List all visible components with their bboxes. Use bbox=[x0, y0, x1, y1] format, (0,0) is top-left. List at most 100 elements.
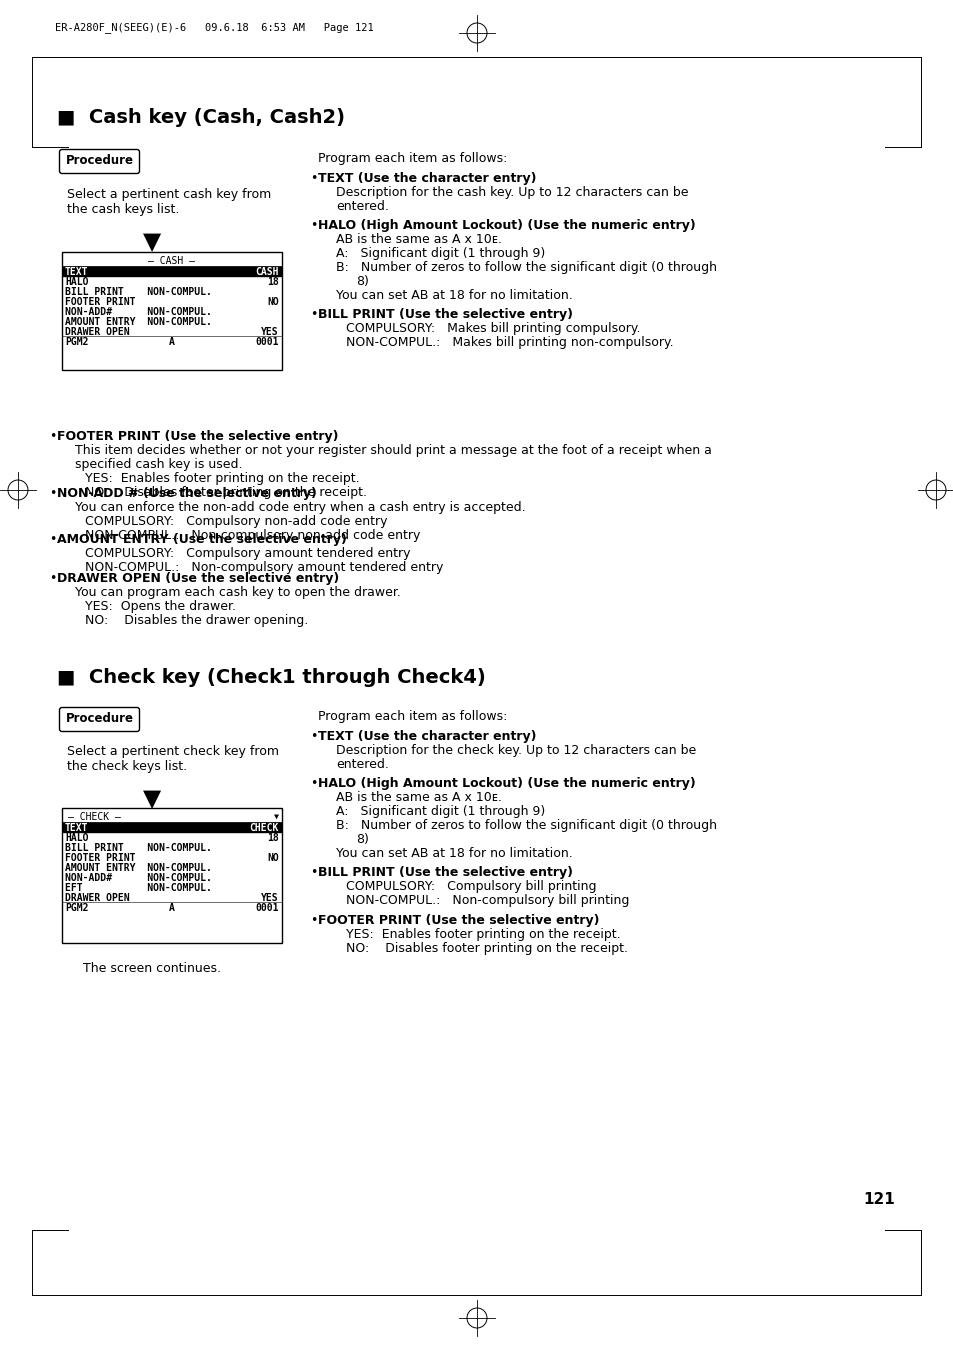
Text: EFT           NON-COMPUL.: EFT NON-COMPUL. bbox=[65, 884, 212, 893]
Text: Procedure: Procedure bbox=[66, 154, 133, 168]
Text: ER-A280F_N(SEEG)(E)-6   09.6.18  6:53 AM   Page 121: ER-A280F_N(SEEG)(E)-6 09.6.18 6:53 AM Pa… bbox=[55, 22, 374, 32]
Text: PGM2: PGM2 bbox=[65, 336, 89, 347]
Text: NON-COMPUL.:   Non-compulsory non-add code entry: NON-COMPUL.: Non-compulsory non-add code… bbox=[85, 530, 420, 542]
Text: You can set AB at 18 for no limitation.: You can set AB at 18 for no limitation. bbox=[335, 289, 572, 303]
Text: Select a pertinent check key from: Select a pertinent check key from bbox=[67, 744, 278, 758]
Text: •: • bbox=[310, 219, 317, 232]
Bar bbox=[62, 808, 282, 943]
Text: •: • bbox=[310, 730, 317, 743]
Text: HALO: HALO bbox=[65, 277, 89, 286]
Text: YES:  Enables footer printing on the receipt.: YES: Enables footer printing on the rece… bbox=[85, 471, 359, 485]
Text: HALO (High Amount Lockout) (Use the numeric entry): HALO (High Amount Lockout) (Use the nume… bbox=[317, 777, 695, 790]
Text: DRAWER OPEN (Use the selective entry): DRAWER OPEN (Use the selective entry) bbox=[57, 571, 339, 585]
Text: HALO (High Amount Lockout) (Use the numeric entry): HALO (High Amount Lockout) (Use the nume… bbox=[317, 219, 695, 232]
Text: NO:    Disables the drawer opening.: NO: Disables the drawer opening. bbox=[85, 613, 308, 627]
Text: TEXT (Use the character entry): TEXT (Use the character entry) bbox=[317, 730, 536, 743]
Text: You can enforce the non-add code entry when a cash entry is accepted.: You can enforce the non-add code entry w… bbox=[75, 501, 525, 513]
Text: ▼: ▼ bbox=[274, 812, 278, 821]
Text: NON-COMPUL.:   Non-compulsory bill printing: NON-COMPUL.: Non-compulsory bill printin… bbox=[346, 894, 629, 907]
Text: •: • bbox=[310, 915, 317, 927]
Text: This item decides whether or not your register should print a message at the foo: This item decides whether or not your re… bbox=[75, 444, 711, 457]
Text: B:   Number of zeros to follow the significant digit (0 through: B: Number of zeros to follow the signifi… bbox=[335, 819, 717, 832]
Text: specified cash key is used.: specified cash key is used. bbox=[75, 458, 242, 471]
Text: — CHECK —: — CHECK — bbox=[68, 812, 121, 821]
Text: A:   Significant digit (1 through 9): A: Significant digit (1 through 9) bbox=[335, 247, 545, 259]
Text: Program each item as follows:: Program each item as follows: bbox=[317, 711, 507, 723]
Text: AMOUNT ENTRY (Use the selective entry): AMOUNT ENTRY (Use the selective entry) bbox=[57, 534, 347, 546]
Text: CHECK: CHECK bbox=[250, 823, 278, 834]
Text: NON-ADD#      NON-COMPUL.: NON-ADD# NON-COMPUL. bbox=[65, 307, 212, 317]
Text: FOOTER PRINT (Use the selective entry): FOOTER PRINT (Use the selective entry) bbox=[57, 430, 338, 443]
Text: NO:    Disables footer printing on the receipt.: NO: Disables footer printing on the rece… bbox=[346, 942, 627, 955]
Bar bbox=[63, 267, 281, 276]
Text: BILL PRINT    NON-COMPUL.: BILL PRINT NON-COMPUL. bbox=[65, 286, 212, 297]
Text: A:   Significant digit (1 through 9): A: Significant digit (1 through 9) bbox=[335, 805, 545, 817]
Text: You can set AB at 18 for no limitation.: You can set AB at 18 for no limitation. bbox=[335, 847, 572, 861]
Text: AB is the same as A x 10ᴇ.: AB is the same as A x 10ᴇ. bbox=[335, 232, 501, 246]
Text: the cash keys list.: the cash keys list. bbox=[67, 203, 179, 216]
Text: DRAWER OPEN: DRAWER OPEN bbox=[65, 327, 130, 336]
Text: 18: 18 bbox=[267, 277, 278, 286]
Bar bbox=[62, 253, 282, 370]
Text: COMPULSORY:   Compulsory non-add code entry: COMPULSORY: Compulsory non-add code entr… bbox=[85, 515, 387, 528]
Text: COMPULSORY:   Makes bill printing compulsory.: COMPULSORY: Makes bill printing compulso… bbox=[346, 322, 639, 335]
Text: 8): 8) bbox=[355, 276, 369, 288]
Text: 121: 121 bbox=[862, 1192, 894, 1206]
Text: BILL PRINT (Use the selective entry): BILL PRINT (Use the selective entry) bbox=[317, 866, 573, 880]
Text: TEXT (Use the character entry): TEXT (Use the character entry) bbox=[317, 172, 536, 185]
Text: 18: 18 bbox=[267, 834, 278, 843]
Text: YES:  Enables footer printing on the receipt.: YES: Enables footer printing on the rece… bbox=[346, 928, 620, 942]
Text: Program each item as follows:: Program each item as follows: bbox=[317, 153, 507, 165]
Text: A: A bbox=[169, 902, 174, 913]
Text: B:   Number of zeros to follow the significant digit (0 through: B: Number of zeros to follow the signifi… bbox=[335, 261, 717, 274]
Text: •: • bbox=[310, 777, 317, 790]
Text: ■  Cash key (Cash, Cash2): ■ Cash key (Cash, Cash2) bbox=[57, 108, 345, 127]
Text: YES: YES bbox=[261, 893, 278, 902]
Text: Description for the cash key. Up to 12 characters can be: Description for the cash key. Up to 12 c… bbox=[335, 186, 688, 199]
Text: AB is the same as A x 10ᴇ.: AB is the same as A x 10ᴇ. bbox=[335, 790, 501, 804]
Text: — CASH —: — CASH — bbox=[149, 255, 195, 266]
Text: PGM2: PGM2 bbox=[65, 902, 89, 913]
Text: You can program each cash key to open the drawer.: You can program each cash key to open th… bbox=[75, 586, 400, 598]
Text: entered.: entered. bbox=[335, 200, 389, 213]
Text: YES: YES bbox=[261, 327, 278, 336]
Text: AMOUNT ENTRY  NON-COMPUL.: AMOUNT ENTRY NON-COMPUL. bbox=[65, 863, 212, 873]
Text: •: • bbox=[310, 866, 317, 880]
Text: 8): 8) bbox=[355, 834, 369, 846]
Text: Select a pertinent cash key from: Select a pertinent cash key from bbox=[67, 188, 271, 201]
Text: BILL PRINT    NON-COMPUL.: BILL PRINT NON-COMPUL. bbox=[65, 843, 212, 852]
Text: ▼: ▼ bbox=[143, 230, 161, 254]
Text: entered.: entered. bbox=[335, 758, 389, 771]
Text: 0001: 0001 bbox=[255, 902, 278, 913]
Text: DRAWER OPEN: DRAWER OPEN bbox=[65, 893, 130, 902]
Text: AMOUNT ENTRY  NON-COMPUL.: AMOUNT ENTRY NON-COMPUL. bbox=[65, 317, 212, 327]
Text: •: • bbox=[49, 571, 56, 585]
Text: A: A bbox=[169, 336, 174, 347]
Text: •: • bbox=[310, 172, 317, 185]
Text: FOOTER PRINT (Use the selective entry): FOOTER PRINT (Use the selective entry) bbox=[317, 915, 598, 927]
Text: ▼: ▼ bbox=[143, 788, 161, 811]
Text: HALO: HALO bbox=[65, 834, 89, 843]
Text: ■  Check key (Check1 through Check4): ■ Check key (Check1 through Check4) bbox=[57, 667, 485, 688]
FancyBboxPatch shape bbox=[59, 708, 139, 731]
Text: •: • bbox=[310, 308, 317, 322]
Text: Description for the check key. Up to 12 characters can be: Description for the check key. Up to 12 … bbox=[335, 744, 696, 757]
Text: NON-COMPUL.:   Makes bill printing non-compulsory.: NON-COMPUL.: Makes bill printing non-com… bbox=[346, 336, 673, 349]
Text: NON-COMPUL.:   Non-compulsory amount tendered entry: NON-COMPUL.: Non-compulsory amount tende… bbox=[85, 561, 443, 574]
Text: BILL PRINT (Use the selective entry): BILL PRINT (Use the selective entry) bbox=[317, 308, 573, 322]
Text: COMPULSORY:   Compulsory bill printing: COMPULSORY: Compulsory bill printing bbox=[346, 880, 596, 893]
Text: FOOTER PRINT: FOOTER PRINT bbox=[65, 852, 135, 863]
Text: YES:  Opens the drawer.: YES: Opens the drawer. bbox=[85, 600, 235, 613]
Text: NO: NO bbox=[267, 297, 278, 307]
Text: NON-ADD # (Use the selective entry): NON-ADD # (Use the selective entry) bbox=[57, 486, 316, 500]
Text: 0001: 0001 bbox=[255, 336, 278, 347]
Text: •: • bbox=[49, 534, 56, 546]
Text: NO:    Disables footer printing on the receipt.: NO: Disables footer printing on the rece… bbox=[85, 486, 367, 499]
Text: •: • bbox=[49, 430, 56, 443]
Text: NON-ADD#      NON-COMPUL.: NON-ADD# NON-COMPUL. bbox=[65, 873, 212, 884]
Bar bbox=[63, 823, 281, 832]
Text: Procedure: Procedure bbox=[66, 712, 133, 725]
Text: the check keys list.: the check keys list. bbox=[67, 761, 187, 773]
Text: COMPULSORY:   Compulsory amount tendered entry: COMPULSORY: Compulsory amount tendered e… bbox=[85, 547, 410, 561]
FancyBboxPatch shape bbox=[59, 150, 139, 173]
